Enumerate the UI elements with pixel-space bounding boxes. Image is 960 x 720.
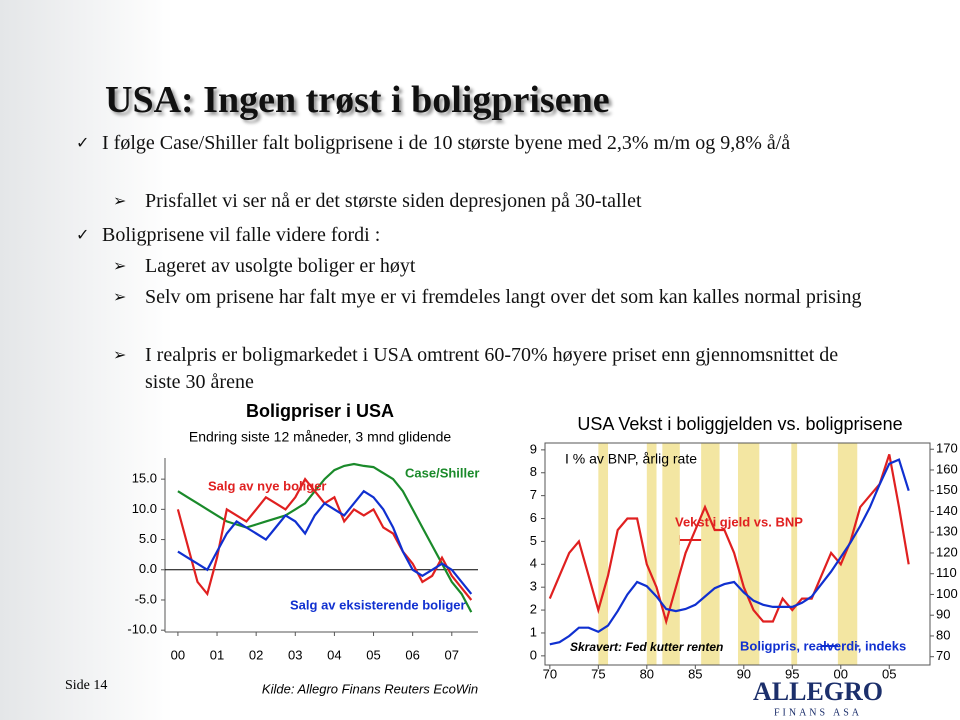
x-tick-label: 90 xyxy=(737,666,751,681)
x-tick-label: 01 xyxy=(210,647,224,662)
y2-tick-label: 130 xyxy=(936,524,958,539)
x-tick-label: 85 xyxy=(688,666,702,681)
x-tick-label: 05 xyxy=(882,666,896,681)
y2-tick-label: 70 xyxy=(936,648,950,663)
y-tick-label: 3 xyxy=(530,579,537,594)
y-tick-label: 4 xyxy=(530,556,537,571)
series-label: Case/Shiller xyxy=(405,465,479,480)
series-line xyxy=(177,489,473,595)
logo-sub: FINANS ASA xyxy=(774,707,862,718)
y-tick-label: 2 xyxy=(530,602,537,617)
y-tick-label: -10.0 xyxy=(127,622,157,637)
series-label: Vekst i gjeld vs. BNP xyxy=(675,514,803,529)
series-label: Boligpris, realverdi, indeks xyxy=(740,638,906,653)
series-label: Salg av nye boliger xyxy=(208,478,327,493)
x-tick-label: 00 xyxy=(834,666,848,681)
y-tick-label: 9 xyxy=(530,441,537,456)
chart-title: Boligpriser i USA xyxy=(246,401,394,421)
y2-tick-label: 170 xyxy=(936,441,958,456)
shading xyxy=(646,443,657,665)
y2-tick-label: 160 xyxy=(936,461,958,476)
chart-subtitle: I % av BNP, årlig rate xyxy=(565,451,697,467)
shading xyxy=(598,443,609,665)
page-number: Side 14 xyxy=(65,678,107,693)
shading-label: Skravert: Fed kutter renten xyxy=(570,640,723,654)
sub-bullet: I realpris er boligmarkedet i USA omtren… xyxy=(113,342,865,396)
bullet: Boligprisene vil falle videre fordi : xyxy=(76,222,862,249)
y-tick-label: 15.0 xyxy=(132,471,157,486)
y-tick-label: 5.0 xyxy=(139,531,157,546)
series-line xyxy=(177,462,473,613)
y-tick-label: 5 xyxy=(530,533,537,548)
plot-frame xyxy=(544,442,931,666)
x-tick-label: 70 xyxy=(543,666,557,681)
x-tick-label: 03 xyxy=(288,647,302,662)
shading xyxy=(701,443,720,665)
y2-tick-label: 120 xyxy=(936,544,958,559)
y2-tick-label: 150 xyxy=(936,482,958,497)
y-tick-label: 1 xyxy=(530,624,537,639)
y-tick-label: 6 xyxy=(530,510,537,525)
y2-tick-label: 90 xyxy=(936,607,950,622)
shading xyxy=(837,443,858,665)
sub-bullet: Selv om prisene har falt mye er vi fremd… xyxy=(113,284,865,311)
y-tick-label: 0.0 xyxy=(139,561,157,576)
y-tick-label: 8 xyxy=(530,464,537,479)
slide-title: USA: Ingen trøst i boligprisene xyxy=(105,79,610,121)
y-tick-label: 7 xyxy=(530,487,537,502)
x-tick-label: 95 xyxy=(785,666,799,681)
y2-tick-label: 80 xyxy=(936,627,950,642)
bullet: I følge Case/Shiller falt boligprisene i… xyxy=(76,130,862,157)
x-tick-label: 04 xyxy=(327,647,341,662)
chart-subtitle: Endring siste 12 måneder, 3 mnd glidende xyxy=(189,429,451,445)
y2-tick-label: 110 xyxy=(936,565,957,580)
shading xyxy=(791,443,798,665)
logo: ALLEGRO xyxy=(753,677,883,706)
y-tick-label: 0 xyxy=(530,647,537,662)
chart-title: USA Vekst i boliggjelden vs. boligprisen… xyxy=(577,414,902,434)
series-line xyxy=(176,477,473,601)
source: Kilde: Allegro Finans Reuters EcoWin xyxy=(262,681,478,696)
x-tick-label: 07 xyxy=(445,647,459,662)
shading xyxy=(662,443,680,665)
x-tick-label: 02 xyxy=(249,647,263,662)
series-label: Salg av eksisterende boliger xyxy=(290,597,466,612)
sub-bullet: Lageret av usolgte boliger er høyt xyxy=(113,253,865,280)
series-line xyxy=(549,458,910,646)
x-tick-label: 80 xyxy=(640,666,654,681)
x-tick-label: 00 xyxy=(171,647,185,662)
shading xyxy=(737,443,760,665)
y-tick-label: -5.0 xyxy=(135,591,157,606)
x-tick-label: 06 xyxy=(405,647,419,662)
x-tick-label: 05 xyxy=(366,647,380,662)
sub-bullet: Prisfallet vi ser nå er det største side… xyxy=(113,188,865,215)
x-tick-label: 75 xyxy=(591,666,605,681)
y-tick-label: 10.0 xyxy=(132,501,157,516)
y2-tick-label: 140 xyxy=(936,503,958,518)
y2-tick-label: 100 xyxy=(936,586,958,601)
